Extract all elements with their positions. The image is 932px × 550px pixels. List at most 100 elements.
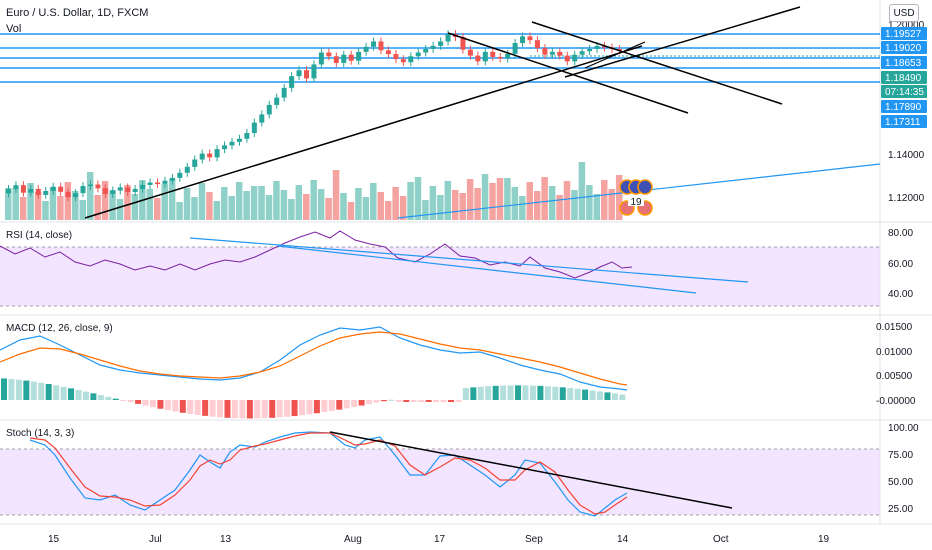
macd-histogram-bar bbox=[559, 387, 566, 400]
volume-bar bbox=[288, 199, 295, 220]
macd-histogram-bar bbox=[261, 400, 268, 419]
macd-histogram-bar bbox=[597, 391, 603, 400]
trendline-rising-2[interactable] bbox=[564, 6, 801, 78]
candle-body bbox=[236, 138, 242, 142]
macd-histogram-bar bbox=[142, 400, 149, 406]
volume-bar bbox=[228, 196, 235, 220]
volume-bar bbox=[601, 180, 608, 220]
macd-histogram-bar bbox=[544, 386, 551, 400]
rsi-band bbox=[0, 247, 880, 306]
macd-histogram-bar bbox=[38, 382, 45, 400]
price-pane[interactable] bbox=[0, 0, 880, 222]
price-tag bbox=[881, 41, 927, 54]
candle-body bbox=[102, 188, 108, 195]
volume-bar bbox=[407, 182, 414, 220]
macd-histogram-bar bbox=[172, 400, 179, 412]
volume-bar bbox=[452, 190, 459, 220]
trendline-short[interactable] bbox=[584, 41, 646, 69]
candle-body bbox=[207, 153, 213, 158]
x-tick-label: Aug bbox=[344, 534, 362, 545]
event-markers[interactable]: 19 bbox=[619, 179, 653, 216]
volume-bar bbox=[332, 170, 340, 220]
candle-body bbox=[289, 76, 295, 88]
volume-bar bbox=[384, 201, 392, 220]
candle-body bbox=[602, 45, 607, 48]
volume-bar bbox=[317, 189, 325, 220]
candle-body bbox=[557, 51, 563, 56]
volume-bar bbox=[243, 191, 250, 220]
candle-body bbox=[326, 52, 332, 57]
volume-bar bbox=[399, 196, 407, 220]
volume-bar bbox=[578, 162, 586, 220]
stoch-axis[interactable]: 100.00 75.00 50.00 25.00 bbox=[888, 423, 919, 515]
volume-bar bbox=[437, 195, 444, 220]
trendline-rising-support[interactable] bbox=[84, 45, 643, 219]
volume-bar bbox=[273, 181, 280, 220]
volume-bar bbox=[42, 201, 49, 220]
macd-histogram-bar bbox=[254, 400, 261, 419]
macd-histogram-bar bbox=[82, 391, 89, 400]
stoch-trendline[interactable] bbox=[329, 431, 733, 509]
candle-body bbox=[6, 188, 11, 194]
price-tag bbox=[881, 71, 927, 84]
candle-body bbox=[587, 48, 593, 52]
price-tag-text: 1.19020 bbox=[885, 43, 922, 54]
volume-bar bbox=[79, 200, 86, 220]
currency-button[interactable]: USD bbox=[889, 4, 919, 22]
volume-bar bbox=[5, 188, 12, 220]
macd-histogram-bar bbox=[217, 400, 224, 418]
candle-body bbox=[490, 51, 496, 57]
volume-bar bbox=[392, 187, 399, 220]
macd-histogram-bar bbox=[45, 383, 52, 400]
macd-histogram-bar bbox=[455, 400, 462, 402]
volume-bar bbox=[86, 172, 94, 220]
volume-bar bbox=[563, 181, 571, 220]
volume-bar bbox=[101, 181, 109, 220]
volume-bar bbox=[198, 183, 206, 220]
macd-histogram-bar bbox=[313, 400, 320, 414]
candle-body bbox=[430, 45, 436, 49]
volume-bar bbox=[355, 188, 362, 220]
stoch-d-line bbox=[29, 432, 628, 515]
candle-body bbox=[266, 104, 272, 115]
macd-histogram-bar bbox=[60, 386, 67, 400]
macd-histogram-bar bbox=[552, 386, 559, 400]
candle-body bbox=[43, 190, 49, 195]
macd-axis[interactable]: 0.01500 0.01000 0.00500 -0.00000 bbox=[876, 322, 916, 407]
rsi-axis[interactable]: 80.00 60.00 40.00 bbox=[888, 228, 913, 300]
x-tick-label: Jul bbox=[149, 534, 162, 545]
macd-histogram-bar bbox=[239, 400, 246, 419]
rsi-channel-lower[interactable] bbox=[277, 245, 697, 294]
stoch-tick-label: 25.00 bbox=[888, 504, 913, 515]
macd-histogram-bar bbox=[462, 388, 469, 400]
macd-histogram-bar bbox=[328, 400, 335, 411]
macd-histogram-bar bbox=[500, 385, 507, 400]
macd-histogram-bar bbox=[179, 400, 186, 413]
volume-bar bbox=[176, 202, 183, 220]
macd-histogram-bar bbox=[537, 385, 544, 400]
candle-body bbox=[594, 45, 600, 49]
volume-bar bbox=[235, 182, 243, 220]
event-flag-icon[interactable] bbox=[637, 179, 653, 195]
candle-body bbox=[482, 51, 488, 62]
horizontal-levels[interactable] bbox=[0, 33, 880, 83]
macd-histogram-bar bbox=[209, 400, 216, 417]
macd-histogram-bar bbox=[336, 400, 343, 410]
volume-label: Vol bbox=[6, 23, 21, 35]
trendline-falling-1[interactable] bbox=[447, 32, 689, 114]
volume-bar bbox=[168, 179, 176, 220]
x-tick-label: Sep bbox=[525, 534, 543, 545]
macd-histogram-bar bbox=[53, 385, 60, 400]
trendline-falling-2[interactable] bbox=[531, 21, 783, 105]
macd-histogram-bar bbox=[127, 400, 134, 403]
macd-histogram-bar bbox=[403, 400, 410, 402]
event-count-badge[interactable]: 19 bbox=[630, 197, 642, 208]
y-tick-label: 1.12000 bbox=[888, 193, 925, 204]
price-axis[interactable]: 1.20000 1.14000 1.12000 bbox=[888, 20, 925, 204]
rsi-channel-upper[interactable] bbox=[189, 237, 749, 283]
volume-bar bbox=[548, 186, 556, 220]
price-tag bbox=[881, 100, 927, 113]
candle-body bbox=[87, 184, 93, 187]
time-axis[interactable]: 15 Jul 13 Aug 17 Sep 14 Oct 19 bbox=[48, 534, 830, 545]
